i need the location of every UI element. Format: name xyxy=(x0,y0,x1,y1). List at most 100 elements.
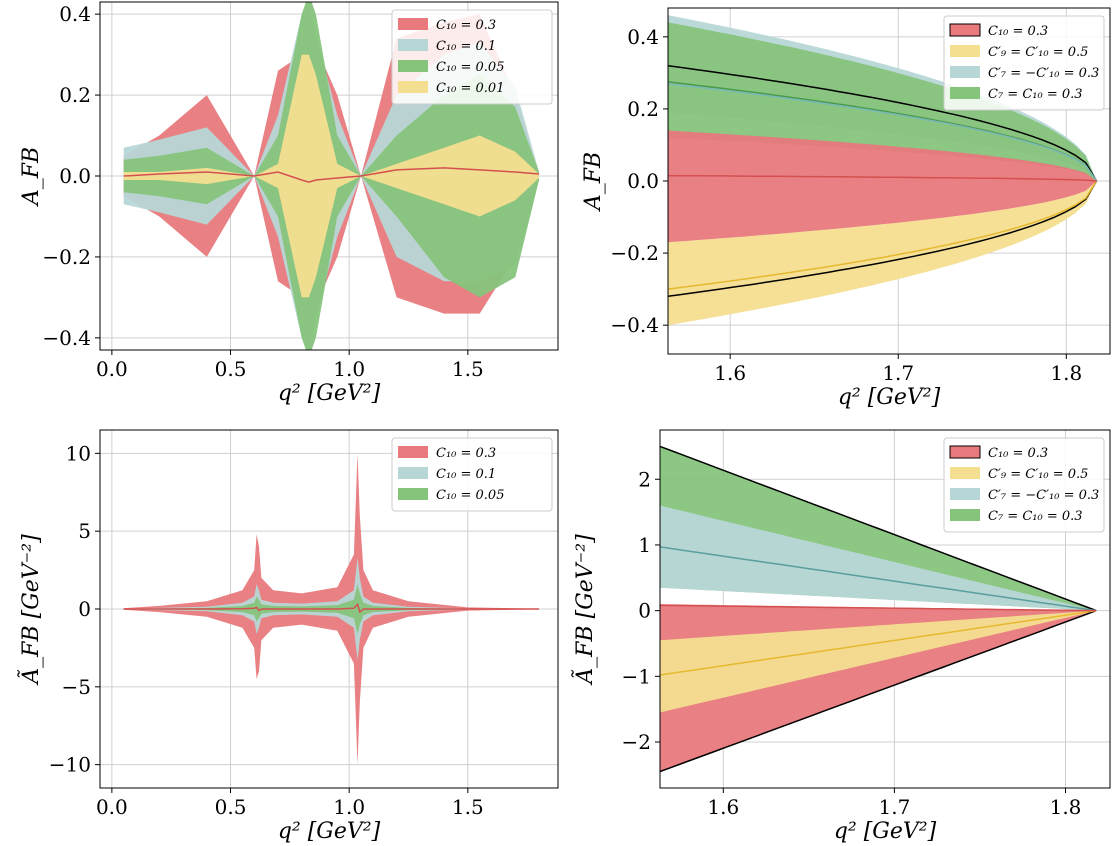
central-line xyxy=(123,167,540,183)
legend: C₁₀ = 0.3 C₁₀ = 0.1 C₁₀ = 0.05 xyxy=(391,437,553,512)
legend-label: C₁₀ = 0.05 xyxy=(436,488,504,503)
band-blue xyxy=(660,505,1097,611)
legend-label: C₁₀ = 0.1 xyxy=(436,467,496,482)
central-line xyxy=(668,64,1098,182)
legend-box xyxy=(943,15,1105,111)
legend-label: C₁₀ = 0.3 xyxy=(988,24,1048,39)
legend: C₁₀ = 0.3 C′₉ = C′₁₀ = 0.5 C′₇ = −C′₁₀ = 0… xyxy=(943,437,1105,533)
legend-swatch xyxy=(398,488,428,500)
legend-label: C₇ = C₁₀ = 0.3 xyxy=(988,87,1083,102)
legend-swatch xyxy=(398,81,428,93)
y-tick-label: 10 xyxy=(66,441,91,465)
legend-label: C′₇ = −C′₁₀ = 0.3 xyxy=(988,66,1099,81)
legend-swatch xyxy=(949,23,981,37)
legend-swatch xyxy=(398,446,428,458)
panel-bottom-left: 0.0 0.5 1.0 1.5 −10 −5 0 5 10 q² [GeV²] Ã_FB [GeV⁻… xyxy=(16,429,559,844)
y-tick-label: 0.2 xyxy=(59,83,91,107)
y-tick-label: −1 xyxy=(622,664,651,688)
x-tick-label: 1.7 xyxy=(882,361,914,385)
x-tick-label: 1.0 xyxy=(333,357,365,381)
panel-top-left: 0.0 0.5 1.0 1.5 −0.4 −0.2 0.0 0.2 0.4 q² [GeV²] A_… xyxy=(19,1,559,406)
central-line xyxy=(660,546,1097,612)
band-yellow xyxy=(123,54,539,298)
panel-top-right: 1.6 1.7 1.8 −0.4 −0.2 0.0 0.2 0.4 q² [GeV²] A_FB C… xyxy=(581,7,1111,410)
y-tick-label: −0.2 xyxy=(610,241,659,265)
central-line xyxy=(660,609,1097,773)
plot-area xyxy=(668,15,1098,326)
x-tick-label: 0.0 xyxy=(96,357,128,381)
axes-frame xyxy=(659,429,1111,789)
x-axis-label: q² [GeV²] xyxy=(838,385,941,410)
x-tick-label: 1.8 xyxy=(1050,361,1082,385)
x-tick-label: 0.5 xyxy=(215,357,247,381)
legend-swatch xyxy=(949,445,981,459)
legend-label: C₇ = C₁₀ = 0.3 xyxy=(988,509,1083,524)
y-tick-label: −0.4 xyxy=(42,326,91,350)
y-tick-label: 0.0 xyxy=(627,169,659,193)
central-line xyxy=(668,180,1098,290)
legend-label: C₁₀ = 0.05 xyxy=(436,60,504,75)
y-axis-label: A_FB xyxy=(581,152,606,212)
x-tick-label: 1.5 xyxy=(452,795,484,819)
panel-bottom-right: 1.6 1.7 1.8 −2 −1 0 1 2 q² [GeV²] Ã_FB [GeV⁻²] C₁₀… xyxy=(570,429,1111,844)
y-axis-label: A_FB xyxy=(19,147,44,207)
central-line xyxy=(660,609,1097,676)
y-tick-label: −0.4 xyxy=(610,313,659,337)
y-tick-label: 0.4 xyxy=(59,2,91,26)
y-tick-label: 0 xyxy=(78,597,91,621)
central-line xyxy=(660,604,1097,612)
central-line xyxy=(668,180,1098,298)
x-tick-label: 1.5 xyxy=(452,357,484,381)
y-tick-label: −10 xyxy=(49,753,91,777)
x-tick-label: 0.0 xyxy=(96,795,128,819)
plot-area xyxy=(123,453,539,765)
y-tick-label: −0.2 xyxy=(42,245,91,269)
x-axis-label: q² [GeV²] xyxy=(278,381,381,406)
y-tick-label: −2 xyxy=(622,730,651,754)
legend-swatch xyxy=(950,509,980,521)
y-tick-label: 2 xyxy=(638,467,651,491)
x-tick-label: 1.7 xyxy=(879,795,911,819)
legend-swatch xyxy=(950,467,980,479)
legend-label: C′₉ = C′₁₀ = 0.5 xyxy=(988,45,1088,60)
plot-area xyxy=(660,445,1097,773)
x-tick-label: 1.6 xyxy=(707,795,739,819)
y-axis-label: Ã_FB [GeV⁻²] xyxy=(570,534,598,686)
y-tick-label: 0.4 xyxy=(627,25,659,49)
legend-label: C₁₀ = 0.3 xyxy=(988,446,1048,461)
legend-label: C₁₀ = 0.1 xyxy=(436,39,496,54)
legend-label: C₁₀ = 0.01 xyxy=(436,81,504,96)
central-line xyxy=(660,445,1097,612)
x-tick-label: 1.6 xyxy=(714,361,746,385)
legend: C₁₀ = 0.3 C₁₀ = 0.1 C₁₀ = 0.05 C₁₀ = 0.01 xyxy=(391,9,553,105)
legend-box xyxy=(391,9,553,105)
legend-label: C′₉ = C′₁₀ = 0.5 xyxy=(988,467,1088,482)
central-line xyxy=(123,602,539,614)
legend-label: C′₇ = −C′₁₀ = 0.3 xyxy=(988,488,1099,503)
legend-label: C₁₀ = 0.3 xyxy=(436,18,496,33)
central-line xyxy=(668,174,1097,182)
legend-swatch xyxy=(950,488,980,500)
y-tick-label: 0.0 xyxy=(59,164,91,188)
y-tick-label: 5 xyxy=(78,519,91,543)
y-tick-label: −5 xyxy=(62,675,91,699)
y-tick-label: 0.2 xyxy=(627,97,659,121)
y-axis-label: Ã_FB [GeV⁻²] xyxy=(16,534,44,686)
y-tick-label: 0 xyxy=(638,599,651,623)
y-tick-label: 1 xyxy=(638,533,651,557)
x-tick-label: 1.0 xyxy=(333,795,365,819)
legend-box xyxy=(391,437,553,512)
x-axis-label: q² [GeV²] xyxy=(834,819,937,844)
legend-swatch xyxy=(950,87,980,99)
legend-swatch xyxy=(398,60,428,72)
band-yellow xyxy=(660,610,1097,713)
legend: C₁₀ = 0.3 C′₉ = C′₁₀ = 0.5 C′₇ = −C′₁₀ = 0… xyxy=(943,15,1105,111)
x-axis-label: q² [GeV²] xyxy=(278,819,381,844)
legend-swatch xyxy=(950,66,980,78)
x-tick-label: 0.5 xyxy=(215,795,247,819)
legend-box xyxy=(943,437,1105,533)
legend-swatch xyxy=(950,45,980,57)
legend-swatch xyxy=(398,467,428,479)
x-tick-label: 1.8 xyxy=(1050,795,1082,819)
